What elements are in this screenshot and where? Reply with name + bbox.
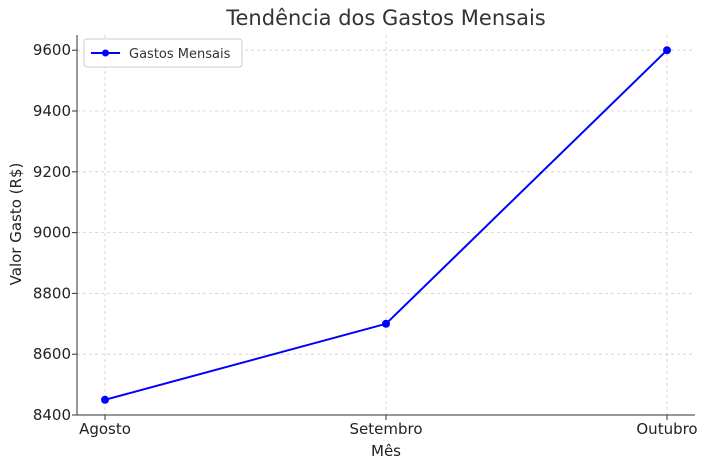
data-point (101, 395, 109, 404)
y-tick-label: 9600 (33, 41, 71, 59)
y-tick-label: 9000 (33, 224, 71, 242)
chart-title: Tendência dos Gastos Mensais (225, 6, 545, 30)
y-tick-label: 8400 (33, 406, 71, 424)
y-tick-label: 9200 (33, 163, 71, 181)
x-tick-label: Agosto (79, 420, 131, 438)
y-tick-label: 8600 (33, 345, 71, 363)
gridlines (77, 35, 695, 416)
x-axis-label: Mês (371, 442, 401, 460)
data-point (663, 46, 671, 55)
legend-marker-swatch (102, 49, 109, 57)
data-point (382, 319, 390, 328)
y-axis-ticks: 8400 8600 8800 9000 9200 9400 9600 (33, 41, 77, 424)
x-tick-label: Setembro (349, 420, 422, 438)
axis-spines (76, 35, 695, 416)
legend: Gastos Mensais (83, 38, 243, 68)
y-tick-label: 8800 (33, 284, 71, 302)
series-layer (101, 46, 671, 404)
y-axis-label: Valor Gasto (R$) (7, 163, 25, 286)
x-tick-label: Outubro (636, 420, 697, 438)
y-tick-label: 9400 (33, 102, 71, 120)
x-axis-ticks: Agosto Setembro Outubro (79, 415, 698, 438)
legend-label: Gastos Mensais (129, 47, 231, 62)
legend-frame (83, 38, 243, 68)
